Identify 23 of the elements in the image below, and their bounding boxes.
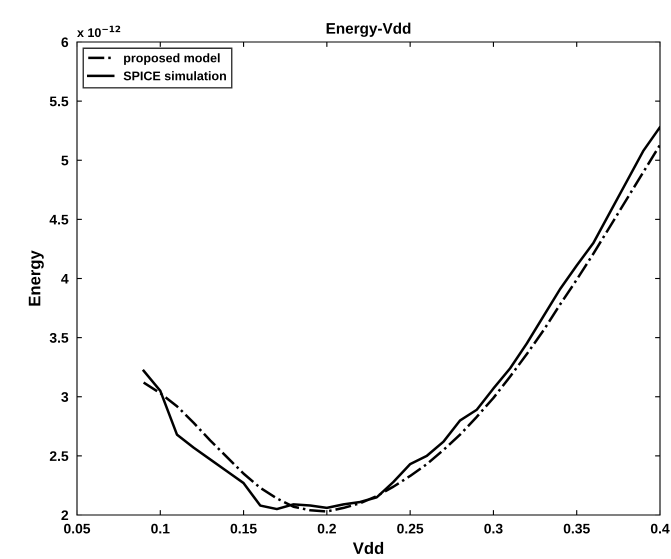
y-tick-label: 4.5 (50, 214, 68, 225)
text: x 10$^{−12}$ (77, 26, 120, 38)
x-tick-label: 0.4 (650, 524, 670, 534)
x-tick-label: 0.05 (64, 524, 90, 534)
y-tick-label: 5.5 (50, 96, 68, 106)
y-tick-label: 5 (61, 156, 68, 166)
x-tick-label: 0.2 (318, 524, 336, 534)
x-tick-label: 0.25 (397, 524, 424, 534)
y-tick-label: 6 (61, 37, 68, 48)
legend-label: SPICE simulation (124, 71, 226, 80)
x-tick-label: 0.15 (230, 524, 257, 534)
x-tick-label: 0.35 (564, 524, 590, 534)
y-tick-label: 2 (61, 510, 68, 520)
legend-label: proposed model (124, 53, 220, 65)
x-tick-label: 0.1 (151, 524, 170, 534)
y-tick-label: 4 (61, 274, 69, 284)
y-tick-label: 3 (61, 392, 68, 402)
x-axis-title: Vdd (352, 542, 384, 554)
chart-title: Energy-Vdd (326, 22, 410, 37)
y-tick-label: 3.5 (50, 332, 68, 343)
x-tick-label: 0.3 (484, 524, 503, 534)
y-tick-label: 2.5 (50, 451, 68, 462)
y-axis-title: Energy (28, 250, 44, 306)
